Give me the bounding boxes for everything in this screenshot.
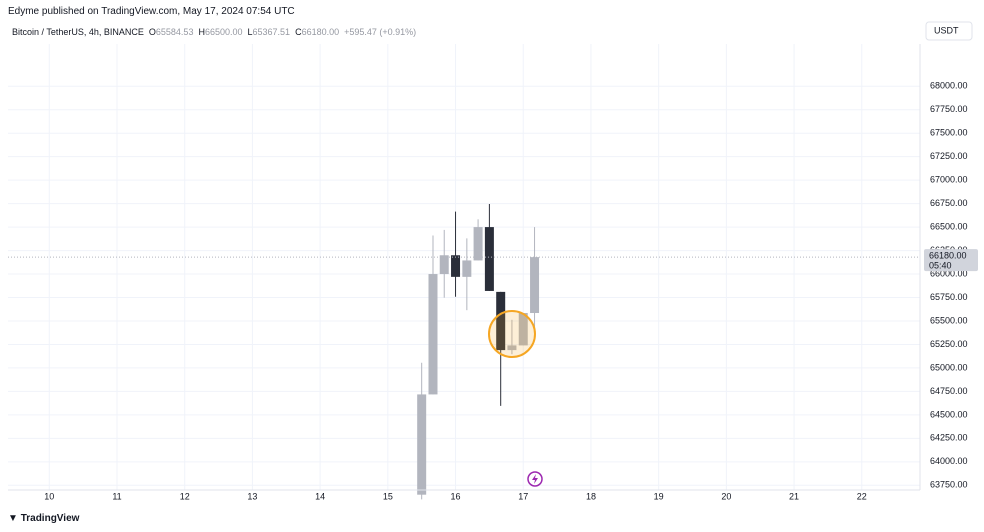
candle-body	[417, 394, 427, 495]
candle-body	[428, 274, 438, 395]
candle-body	[518, 313, 528, 346]
x-tick-label: 14	[315, 491, 325, 501]
currency-box[interactable]	[925, 21, 973, 41]
candle-body	[496, 291, 506, 351]
x-tick-label: 16	[451, 491, 461, 501]
ohlc-key: H	[198, 27, 205, 37]
x-tick-label: 15	[383, 491, 393, 501]
y-tick-label: 67750.00	[930, 104, 968, 114]
ohlc-key: C	[295, 27, 302, 37]
brand: ▼ TradingView	[8, 513, 79, 524]
brand-name: TradingView	[20, 513, 80, 524]
x-tick-label: 19	[654, 491, 664, 501]
ohlc-key: L	[247, 27, 253, 37]
last-price-label: 66180.00	[929, 251, 967, 261]
y-tick-label: 64500.00	[930, 409, 968, 419]
ohlc-value: 65584.53	[155, 27, 194, 37]
x-tick-label: 11	[112, 491, 121, 501]
x-tick-label: 18	[586, 491, 596, 501]
x-tick-label: 10	[44, 491, 54, 501]
y-tick-label: 68000.00	[930, 81, 968, 91]
candle-body	[530, 257, 540, 314]
x-tick-label: 20	[721, 491, 731, 501]
candle-body	[473, 227, 483, 261]
y-tick-label: 65750.00	[930, 292, 968, 302]
x-tick-label: 22	[857, 491, 867, 501]
currency: USDT	[934, 25, 959, 35]
candle-body	[507, 345, 517, 351]
y-tick-label: 66000.00	[930, 268, 968, 278]
y-tick-label: 65000.00	[930, 362, 968, 372]
x-tick-label: 13	[247, 491, 257, 501]
symbol-title: Bitcoin / TetherUS, 4h, BINANCE	[12, 27, 144, 37]
x-tick-label: 17	[518, 491, 528, 501]
y-tick-label: 66750.00	[930, 198, 968, 208]
change: +595.47 (+0.91%)	[344, 27, 417, 37]
legend: Bitcoin / TetherUS, 4h, BINANCE O65584.53…	[12, 27, 416, 37]
x-tick-label: 21	[789, 491, 799, 501]
y-tick-label: 67500.00	[930, 128, 968, 138]
y-tick-label: 63750.00	[930, 480, 968, 490]
ohlc-key: O	[148, 27, 156, 37]
y-tick-label: 67250.00	[930, 151, 968, 161]
candle-body	[451, 255, 461, 277]
highlight-circle	[488, 310, 536, 358]
last-price-box	[924, 249, 978, 272]
candle-body	[484, 227, 494, 291]
y-tick-label: 64750.00	[930, 386, 968, 396]
y-tick-label: 64250.00	[930, 433, 968, 443]
y-tick-label: 64000.00	[930, 456, 968, 466]
y-tick-label: 65500.00	[930, 315, 968, 325]
x-tick-label: 12	[180, 491, 190, 501]
candle-body	[462, 260, 472, 277]
y-tick-label: 66500.00	[930, 221, 968, 231]
y-tick-label: 65250.00	[930, 339, 968, 349]
ohlc-value: 66500.00	[204, 27, 243, 37]
brand-icon: ▼	[8, 513, 21, 524]
ohlc-value: 66180.00	[301, 27, 340, 37]
ohlc-value: 65367.51	[252, 27, 291, 37]
countdown: 05:40	[929, 261, 952, 271]
publisher: Edyme published on TradingView.com, May …	[8, 6, 295, 17]
y-tick-label: 67000.00	[930, 175, 968, 185]
event-bolt	[532, 474, 538, 484]
candle-body	[439, 255, 449, 275]
